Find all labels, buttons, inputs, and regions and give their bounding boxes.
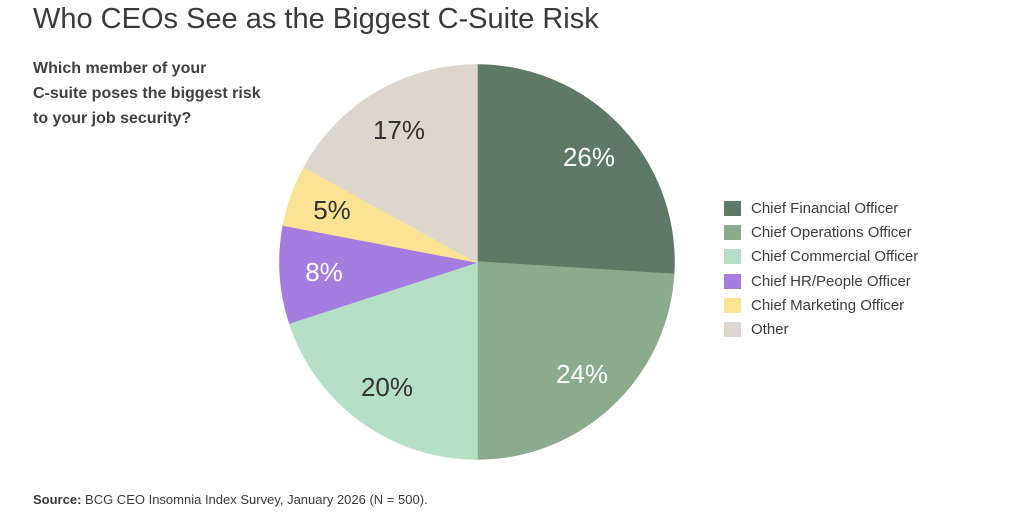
svg-text:24%: 24% [556, 359, 608, 389]
svg-text:8%: 8% [305, 257, 343, 287]
svg-text:20%: 20% [361, 372, 413, 402]
svg-text:17%: 17% [373, 115, 425, 145]
svg-text:26%: 26% [563, 142, 615, 172]
svg-text:5%: 5% [313, 195, 351, 225]
